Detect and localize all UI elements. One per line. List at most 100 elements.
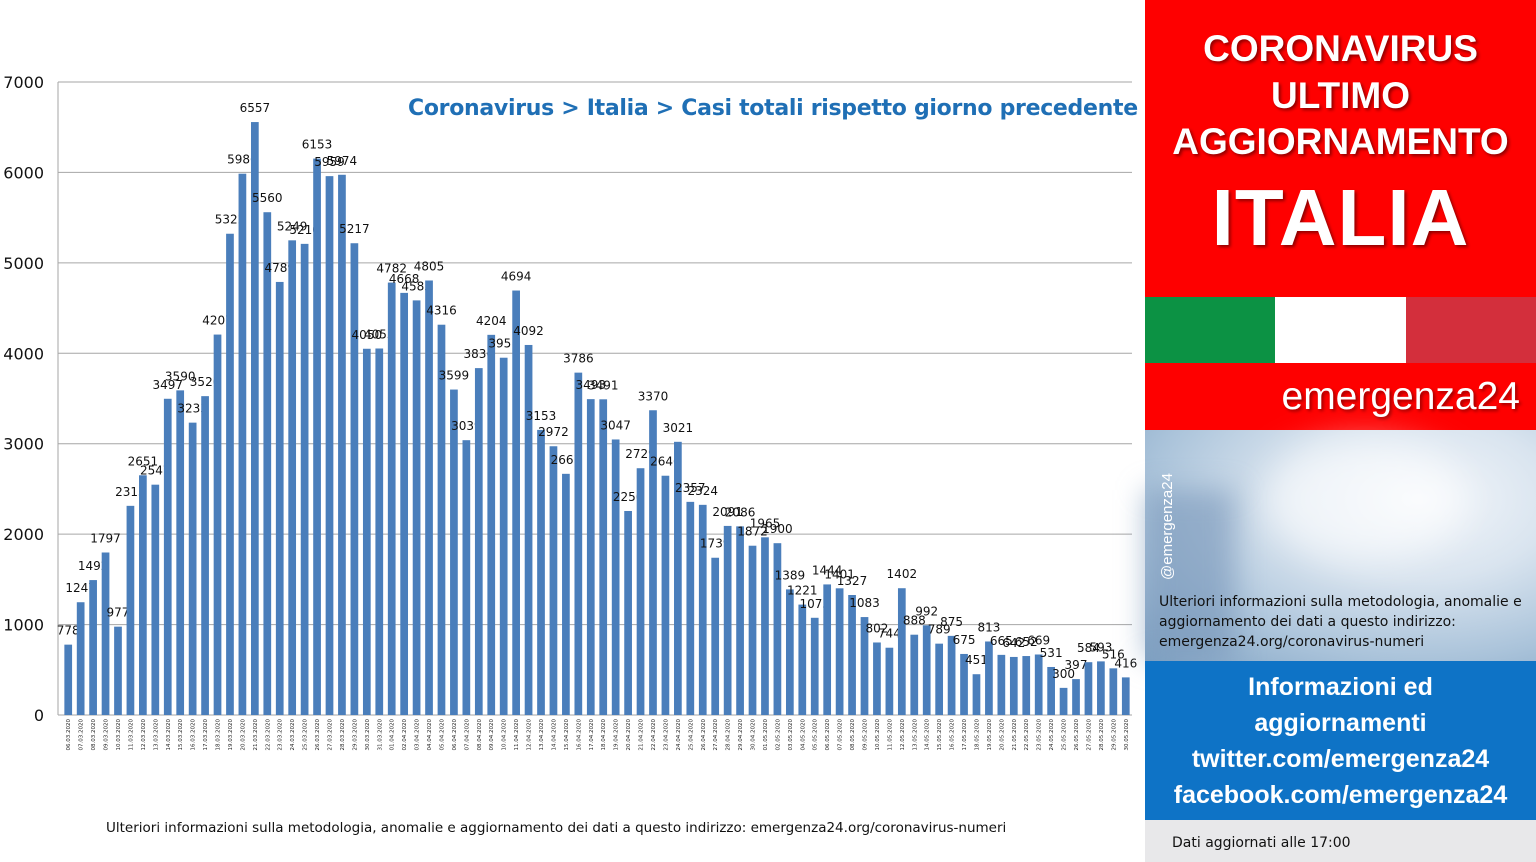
bar <box>400 292 409 715</box>
data-label: 744 <box>878 627 901 641</box>
x-tick-label: 12.05.2020 <box>900 719 906 751</box>
data-label: 2086 <box>725 505 756 519</box>
data-label: 2646 <box>650 455 681 469</box>
bar <box>835 588 844 715</box>
bar <box>275 281 284 715</box>
x-tick-label: 16.03.2020 <box>191 719 197 751</box>
bar <box>798 604 807 715</box>
data-label: 1444 <box>812 563 843 577</box>
data-label: 1402 <box>887 567 918 581</box>
bar <box>362 348 371 715</box>
data-label: 1083 <box>849 596 880 610</box>
bar <box>1097 661 1105 715</box>
social-handle: @emergenza24 <box>1159 473 1176 580</box>
data-label: 669 <box>1027 634 1050 648</box>
bar <box>1022 656 1031 715</box>
flag-stripe-white <box>1275 297 1406 363</box>
header-line-coronavirus: CORONAVIRUS <box>1203 28 1478 69</box>
bar-chart: 0 1000 2000 3000 4000 5000 6000 7000 778 06.03.20… <box>3 73 1137 751</box>
facebook-link[interactable]: facebook.com/emergenza24 <box>1173 781 1508 809</box>
x-tick-label: 28.03.2020 <box>340 719 346 751</box>
photo-shadow <box>1145 490 1235 660</box>
x-tick-label: 26.04.2020 <box>701 719 707 751</box>
x-tick-label: 05.05.2020 <box>813 719 819 751</box>
x-tick-label: 11.03.2020 <box>128 719 134 751</box>
data-label: 1492 <box>78 559 109 573</box>
social-links-box: Informazioni ed aggiornamenti twitter.co… <box>1145 661 1536 820</box>
chart-footnote: Ulteriori informazioni sulla metodologia… <box>106 820 1007 836</box>
x-tick-label: 16.05.2020 <box>950 719 956 751</box>
bar <box>338 174 346 715</box>
x-tick-label: 13.03.2020 <box>153 719 159 751</box>
bar <box>1059 687 1068 715</box>
bar <box>1084 662 1093 715</box>
data-label: 451 <box>965 653 988 667</box>
photo-highlight <box>1265 440 1465 560</box>
bar <box>761 537 769 715</box>
data-label: 802 <box>865 621 888 635</box>
data-label: 2729 <box>625 447 656 461</box>
x-tick-label: 30.04.2020 <box>751 719 757 751</box>
x-tick-label: 01.05.2020 <box>763 719 769 751</box>
x-tick-label: 23.04.2020 <box>663 719 669 751</box>
x-tick-label: 01.04.2020 <box>390 719 396 751</box>
data-label: 4668 <box>389 272 420 286</box>
x-tick-label: 15.05.2020 <box>937 719 943 751</box>
data-label: 3047 <box>600 418 631 432</box>
bar <box>350 243 359 716</box>
bar <box>1034 654 1043 715</box>
bar <box>201 396 209 715</box>
data-label: 397 <box>1065 658 1088 672</box>
bar <box>960 653 968 715</box>
y-tick-label: 2000 <box>3 525 44 544</box>
x-tick-label: 04.05.2020 <box>800 719 806 751</box>
x-tick-label: 20.03.2020 <box>240 719 246 751</box>
x-tick-label: 24.03.2020 <box>290 719 296 751</box>
x-tick-label: 27.05.2020 <box>1086 719 1092 751</box>
bar <box>885 647 894 715</box>
x-tick-label: 23.03.2020 <box>278 719 284 751</box>
x-tick-label: 18.05.2020 <box>974 719 980 751</box>
bar <box>562 473 570 715</box>
data-label: 778 <box>57 624 80 638</box>
x-tick-label: 07.05.2020 <box>838 719 844 751</box>
y-tick-label: 1000 <box>3 616 44 635</box>
bar <box>1121 677 1130 715</box>
x-tick-label: 11.05.2020 <box>887 719 893 751</box>
x-tick-label: 29.03.2020 <box>352 719 358 751</box>
x-tick-label: 08.03.2020 <box>91 719 97 751</box>
x-tick-label: 08.04.2020 <box>477 719 483 751</box>
x-tick-label: 15.04.2020 <box>564 719 570 751</box>
x-tick-label: 16.04.2020 <box>576 719 582 751</box>
bar <box>773 543 782 715</box>
update-time: Dati aggiornati alle 17:00 <box>1172 835 1351 851</box>
bar <box>101 552 110 715</box>
twitter-link[interactable]: twitter.com/emergenza24 <box>1191 745 1490 773</box>
x-tick-label: 17.04.2020 <box>589 719 595 751</box>
x-tick-label: 10.05.2020 <box>875 719 881 751</box>
data-label: 3021 <box>663 421 694 435</box>
x-tick-label: 25.05.2020 <box>1062 719 1068 751</box>
bar <box>188 422 197 715</box>
x-tick-label: 30.03.2020 <box>365 719 371 751</box>
data-label: 2972 <box>538 425 569 439</box>
y-tick-label: 4000 <box>3 344 44 363</box>
bar <box>499 357 508 715</box>
bar <box>1072 679 1080 715</box>
x-tick-label: 19.04.2020 <box>614 719 620 751</box>
chart-area: 0 1000 2000 3000 4000 5000 6000 7000 778 06.03.20… <box>3 73 1139 836</box>
x-tick-label: 28.05.2020 <box>1099 719 1105 751</box>
x-tick-label: 09.03.2020 <box>104 719 110 751</box>
data-label: 5974 <box>327 154 358 168</box>
x-tick-label: 09.04.2020 <box>489 719 495 751</box>
bar <box>300 243 309 716</box>
bar <box>649 410 657 715</box>
bar <box>226 233 234 715</box>
bar <box>537 429 545 715</box>
x-tick-label: 19.03.2020 <box>228 719 234 751</box>
bar <box>947 635 956 715</box>
bar <box>997 654 1006 715</box>
data-label: 3599 <box>439 369 470 383</box>
data-label: 1247 <box>65 581 96 595</box>
bar <box>910 634 919 715</box>
